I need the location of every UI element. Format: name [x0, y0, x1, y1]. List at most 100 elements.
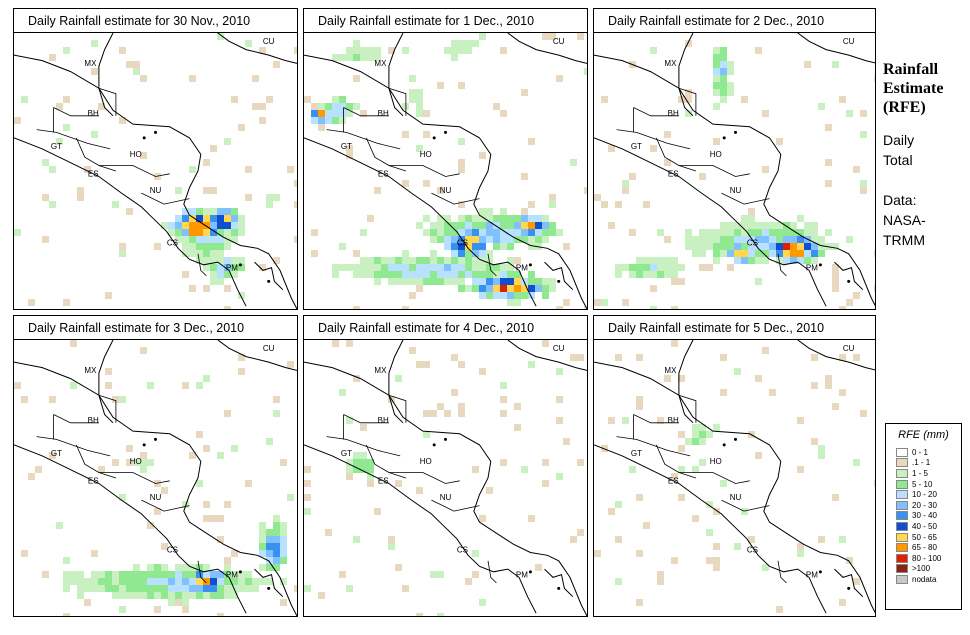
region-label: CS — [747, 239, 758, 248]
country-border — [616, 129, 691, 150]
island — [238, 263, 242, 267]
legend-item: 5 - 10 — [886, 479, 961, 490]
map-panel-3: Daily Rainfall estimate for 2 Dec., 2010… — [593, 8, 876, 310]
region-label: CU — [553, 37, 565, 46]
coastline — [678, 33, 694, 117]
legend-swatch — [896, 553, 908, 563]
legend-swatch — [896, 574, 908, 584]
region-label: CU — [263, 37, 275, 46]
region-label: HO — [420, 457, 432, 466]
map-canvas: MX CU BH GT HO ES NU CS PM — [14, 33, 297, 309]
island — [432, 443, 436, 447]
legend-swatch — [896, 564, 908, 574]
legend-item: 0 - 1 — [886, 447, 961, 458]
island — [734, 437, 737, 441]
product-title: Rainfall Estimate (RFE) — [883, 60, 968, 117]
map-canvas: MX CU BH GT HO ES NU CS PM — [594, 33, 875, 309]
region-label: HO — [420, 150, 432, 159]
country-border — [75, 444, 117, 479]
country-border — [678, 87, 697, 116]
region-label: HO — [710, 150, 722, 159]
country-border — [197, 253, 207, 277]
region-label: HO — [710, 457, 722, 466]
legend-label: 40 - 50 — [912, 521, 937, 531]
island — [142, 443, 146, 447]
region-label: PM — [806, 570, 818, 579]
region-label: NU — [440, 493, 452, 502]
map-canvas: MX CU BH GT HO ES NU CS PM — [304, 340, 587, 616]
country-border — [53, 107, 99, 117]
region-label: BH — [378, 416, 389, 425]
country-outlines — [14, 340, 297, 616]
country-outlines — [594, 33, 875, 307]
region-label: NU — [730, 186, 742, 195]
text-line: TRMM — [883, 232, 925, 248]
island — [432, 136, 436, 140]
legend-label: 20 - 30 — [912, 500, 937, 510]
coastline — [388, 340, 404, 424]
region-label: ES — [378, 477, 389, 486]
rainfall-cells — [304, 340, 584, 616]
region-label: NU — [440, 186, 452, 195]
region-label: CS — [457, 239, 468, 248]
region-label: ES — [88, 170, 99, 179]
country-border — [326, 436, 401, 457]
island — [267, 279, 271, 283]
region-label: BH — [88, 416, 99, 425]
region-label: GT — [341, 449, 352, 458]
region-label: ES — [668, 170, 679, 179]
coastline — [594, 361, 875, 614]
rainfall-map: MX CU BH GT HO ES NU CS PM — [304, 33, 587, 309]
region-label: PM — [516, 263, 528, 272]
legend-swatch — [896, 490, 908, 500]
country-border — [98, 87, 117, 116]
country-border — [343, 107, 389, 117]
period-text: Daily Total — [883, 130, 968, 170]
rainfall-map: MX CU BH GT HO ES NU CS PM — [594, 33, 875, 309]
legend-swatch — [896, 447, 908, 457]
legend-label: 10 - 20 — [912, 490, 937, 500]
region-label: MX — [84, 366, 97, 375]
region-label: HO — [130, 457, 142, 466]
legend-label: 0 - 1 — [912, 447, 929, 457]
title-line: Rainfall — [883, 61, 939, 78]
panel-title: Daily Rainfall estimate for 30 Nov., 201… — [14, 9, 297, 33]
legend-item: nodata — [886, 574, 961, 585]
region-label: ES — [88, 477, 99, 486]
country-border — [655, 137, 697, 172]
coastline — [544, 261, 574, 291]
country-border — [98, 165, 170, 177]
legend-label: 5 - 10 — [912, 479, 933, 489]
coastline — [594, 54, 875, 307]
coastline — [98, 33, 114, 117]
region-label: PM — [226, 570, 238, 579]
country-border — [36, 436, 111, 457]
legend-label: .1 - 1 — [912, 458, 931, 468]
region-label: NU — [150, 493, 162, 502]
coastline — [14, 444, 247, 614]
region-label: GT — [51, 142, 62, 151]
country-border — [75, 137, 117, 172]
country-outlines — [594, 340, 875, 614]
island — [847, 586, 851, 590]
rainfall-map: MX CU BH GT HO ES NU CS PM — [14, 33, 297, 309]
legend-label: nodata — [912, 574, 937, 584]
region-label: PM — [226, 263, 238, 272]
country-border — [431, 192, 480, 205]
country-border — [655, 444, 697, 479]
island — [528, 263, 532, 267]
country-border — [633, 414, 679, 424]
legend-swatch — [896, 500, 908, 510]
legend-label: 50 - 65 — [912, 532, 937, 542]
legend-swatch — [896, 543, 908, 553]
country-border — [53, 414, 99, 424]
coastline — [797, 340, 875, 371]
coastline — [594, 137, 827, 307]
legend-item: 30 - 40 — [886, 511, 961, 522]
region-label: GT — [631, 142, 642, 151]
island — [722, 136, 726, 140]
country-border — [678, 394, 697, 423]
region-label: GT — [631, 449, 642, 458]
legend-title: RFE (mm) — [898, 429, 949, 441]
title-line: Estimate — [883, 80, 944, 97]
